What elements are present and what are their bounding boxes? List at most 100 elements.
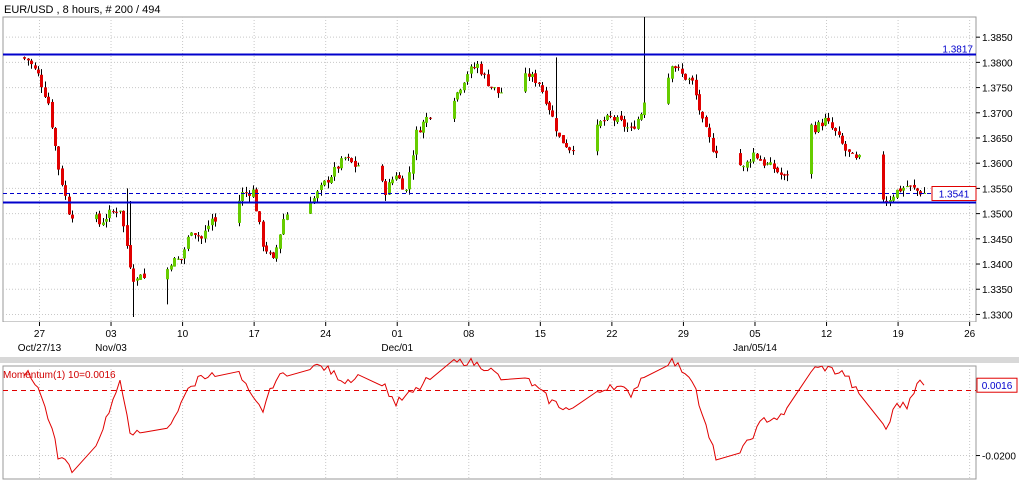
candle-body	[701, 111, 704, 119]
y-tick-label: 1.3850	[982, 33, 1013, 44]
candle-body	[395, 175, 398, 180]
candle-body	[814, 125, 817, 133]
candle	[126, 188, 129, 249]
candle-body	[551, 110, 554, 117]
candle	[68, 193, 71, 215]
candle-body	[558, 132, 561, 137]
candle	[459, 88, 462, 96]
x-tick-label: 08	[463, 329, 475, 340]
candle-body	[211, 218, 214, 226]
candle-body	[95, 214, 98, 220]
candle-body	[630, 126, 633, 128]
candle-body	[889, 200, 892, 203]
candle-body	[98, 213, 101, 225]
candle	[858, 154, 861, 160]
candle-body	[534, 73, 537, 84]
candle-body	[783, 174, 786, 176]
x-tick-label: 03	[105, 329, 117, 340]
candle	[551, 105, 554, 118]
candle	[269, 250, 272, 256]
candle-body	[640, 114, 643, 120]
momentum-value-label: 0.0016	[982, 381, 1013, 392]
candle	[456, 91, 459, 102]
candle-body	[466, 74, 469, 82]
candle	[616, 115, 619, 124]
candle	[623, 115, 626, 132]
candle-body	[667, 77, 670, 104]
candle-body	[122, 210, 125, 227]
candle	[698, 89, 701, 115]
candle-body	[320, 184, 323, 190]
candle	[200, 235, 203, 245]
candle-body	[245, 192, 248, 194]
candle-body	[824, 117, 827, 126]
candle-body	[633, 126, 636, 129]
candle-body	[596, 124, 599, 152]
x-tick-label: 05	[749, 329, 761, 340]
panel-divider[interactable]	[0, 357, 1019, 363]
candle-body	[64, 185, 67, 196]
candle-body	[132, 268, 135, 282]
candle-body	[40, 74, 43, 88]
candle-body	[453, 100, 456, 119]
x-month-label: Dec/01	[381, 343, 413, 354]
candle-body	[255, 189, 258, 212]
candle	[122, 210, 125, 233]
candle	[476, 61, 479, 74]
candle	[899, 185, 902, 193]
candle-body	[909, 185, 912, 187]
candle-body	[30, 60, 33, 65]
candle	[480, 61, 483, 76]
candle	[565, 139, 568, 148]
candle-body	[616, 117, 619, 123]
candle-body	[705, 117, 708, 127]
candle-body	[671, 66, 674, 79]
candle	[119, 210, 122, 214]
candle	[412, 150, 415, 180]
candle	[896, 189, 899, 200]
candle	[626, 122, 629, 132]
candle	[834, 127, 837, 136]
candle-body	[497, 87, 500, 94]
candle	[173, 257, 176, 267]
candle-body	[899, 188, 902, 192]
momentum-plot-frame	[2, 365, 977, 480]
candle-body	[555, 118, 558, 132]
candle-body	[892, 196, 895, 201]
candle	[613, 115, 616, 127]
candle-body	[487, 74, 490, 87]
current-price-box	[931, 186, 977, 201]
candle	[102, 217, 105, 226]
candle-body	[115, 211, 118, 213]
candle	[824, 113, 827, 127]
candle	[568, 146, 571, 154]
candle-body	[112, 211, 115, 213]
candle-body	[810, 124, 813, 175]
candle-body	[44, 87, 47, 97]
y-tick-label: 1.3500	[982, 210, 1013, 221]
y-tick-label: 1.3600	[982, 159, 1013, 170]
candle	[419, 126, 422, 133]
candle-body	[129, 245, 132, 268]
x-tick-label: 15	[535, 329, 547, 340]
candle	[558, 132, 561, 138]
candle-body	[531, 74, 534, 78]
candle-body	[272, 252, 275, 258]
candle	[279, 234, 282, 254]
candle	[37, 66, 40, 77]
x-month-label: Oct/27/13	[18, 343, 62, 354]
candle	[759, 155, 762, 161]
candle-body	[568, 147, 571, 151]
candle-body	[698, 94, 701, 111]
candle-body	[252, 189, 255, 197]
candle	[780, 167, 783, 180]
y-tick-label: 1.3450	[982, 235, 1013, 246]
candle	[705, 115, 708, 128]
candle-body	[23, 57, 26, 59]
current-price-label: 1.3541	[939, 190, 970, 201]
candle	[248, 190, 251, 202]
candle-body	[422, 121, 425, 133]
candle-body	[401, 178, 404, 190]
candle-body	[327, 179, 330, 183]
candle	[245, 186, 248, 197]
